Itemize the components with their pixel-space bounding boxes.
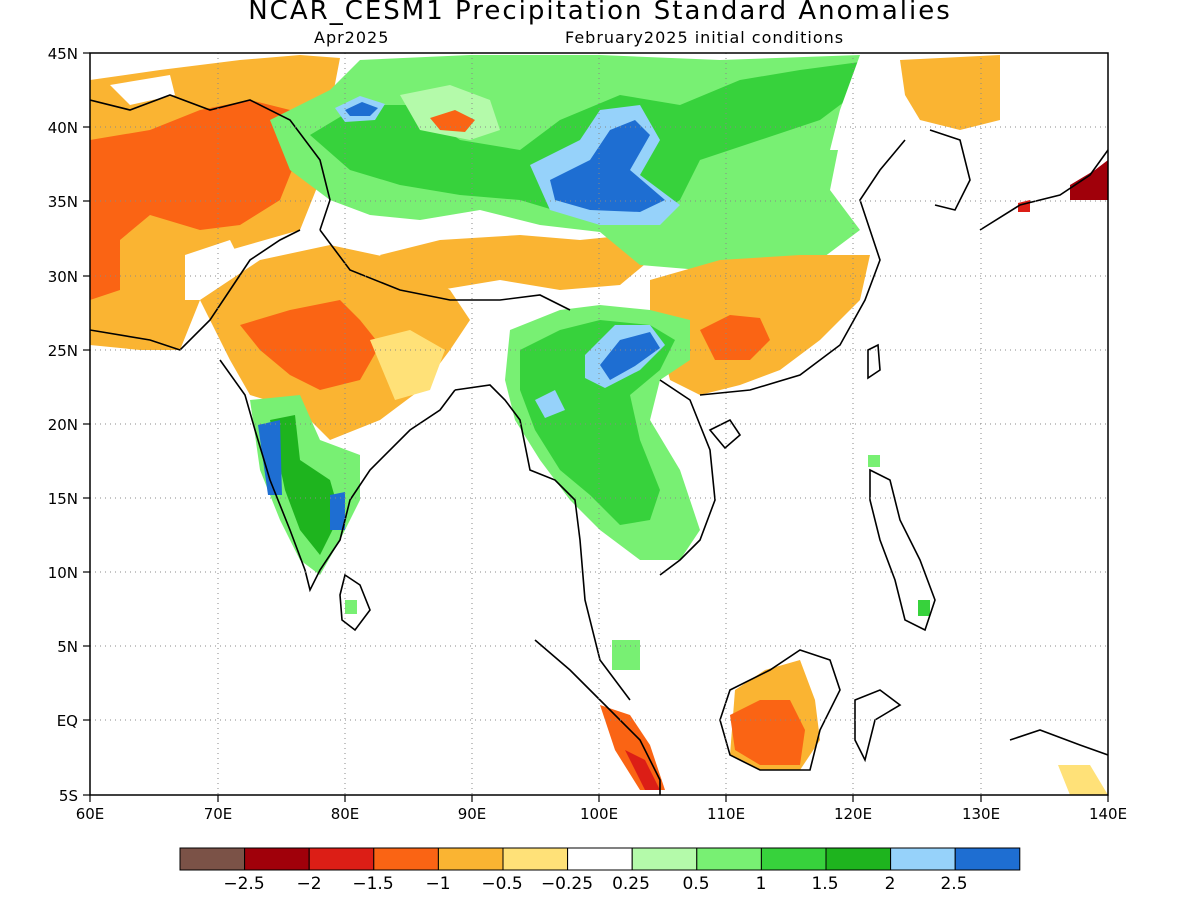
target-month-label: Apr2025 (314, 28, 390, 47)
coast-srilanka (339, 573, 371, 632)
coast-bay-bengal (454, 384, 631, 701)
region-sumatra-dry-core (625, 750, 660, 790)
colorbar-swatch (373, 847, 439, 871)
tick-marks (83, 52, 1109, 802)
colorbar-label: −0.5 (481, 874, 522, 894)
x-tick-label: 140E (1089, 805, 1127, 823)
colorbar-swatch (631, 847, 698, 871)
x-tick-label: 60E (76, 805, 105, 823)
y-tick-label: 45N (48, 45, 78, 63)
y-axis-labels: 45N 40N 35N 30N 25N 20N 15N 10N 5N EQ 5S (48, 45, 78, 805)
colorbar-swatch (825, 847, 892, 871)
y-tick-label: 20N (48, 416, 78, 434)
colorbar-label: 0.25 (612, 874, 650, 894)
region-mongolia-dry (430, 110, 475, 132)
region-south-india-wet-core (270, 415, 340, 555)
x-tick-label: 100E (580, 805, 618, 823)
colorbar-label: −2.5 (223, 874, 264, 894)
colorbar-swatch (308, 847, 375, 871)
y-tick-label: EQ (57, 712, 78, 730)
y-tick-label: 25N (48, 342, 78, 360)
colorbar-swatch (244, 847, 310, 871)
border-northwest (90, 94, 331, 231)
colorbar-swatch (954, 847, 1021, 871)
colorbar-swatch (179, 847, 246, 871)
coast-korea (929, 129, 971, 211)
coast-china (699, 139, 906, 396)
colorbar (179, 847, 1021, 871)
y-tick-label: 35N (48, 193, 78, 211)
init-conditions-label: February2025 initial conditions (565, 28, 845, 47)
y-tick-label: 10N (48, 564, 78, 582)
coast-hainan (708, 418, 742, 450)
colorbar-swatch (502, 847, 569, 871)
coast-newguinea (1009, 729, 1108, 756)
region-himalaya-dry (380, 235, 650, 290)
colorbar-label: 0.5 (682, 874, 709, 894)
patch-srilanka-wet (345, 600, 357, 614)
y-tick-label: 30N (48, 268, 78, 286)
colorbar-label: 2 (885, 874, 896, 894)
gridlines (90, 53, 1108, 795)
x-axis-labels: 60E 70E 80E 90E 100E 110E 120E 130E 140E (76, 805, 1127, 823)
region-yunnan-core (600, 332, 660, 380)
border-himalaya (319, 229, 571, 311)
region-kazakh-white (110, 75, 175, 105)
colorbar-swatch (567, 847, 633, 871)
colorbar-label: 1 (756, 874, 767, 894)
colorbar-swatch (696, 847, 762, 871)
region-south-india-blue-east (330, 492, 345, 530)
map-title: NCAR_CESM1 Precipitation Standard Anomal… (248, 0, 952, 26)
colorbar-label: −2 (296, 874, 321, 894)
anomaly-fields (90, 55, 1108, 795)
region-japan-dry (1070, 160, 1108, 200)
colorbar-swatch (760, 847, 827, 871)
region-south-china-dry-core (700, 315, 770, 360)
coast-japan (979, 149, 1108, 231)
coast-indochina (659, 379, 716, 576)
colorbar-label: 2.5 (940, 874, 967, 894)
coast-borneo (719, 649, 841, 771)
colorbar-label: 1.5 (811, 874, 838, 894)
x-tick-label: 80E (331, 805, 360, 823)
region-south-india-blue-west (258, 420, 282, 495)
x-tick-label: 130E (962, 805, 1000, 823)
region-borneo-dry-core (730, 700, 805, 765)
x-tick-label: 110E (707, 805, 745, 823)
colorbar-label: −1 (425, 874, 450, 894)
x-tick-label: 70E (204, 805, 233, 823)
patch-philippines-wet (868, 455, 880, 467)
x-tick-label: 120E (834, 805, 872, 823)
region-tibet-wet-core (550, 120, 665, 212)
patch-mindanao-wet (918, 600, 930, 616)
region-north-white (830, 55, 910, 150)
colorbar-labels: −2.5 −2 −1.5 −1 −0.5 −0.25 0.25 0.5 1 1.… (223, 874, 967, 894)
region-png-dry (1058, 765, 1108, 795)
y-tick-label: 5S (59, 787, 78, 805)
y-tick-label: 40N (48, 119, 78, 137)
coast-philippines (869, 468, 936, 632)
coast-taiwan (867, 343, 881, 380)
region-north-india-light (370, 330, 445, 400)
border-iran (90, 229, 301, 351)
coast-india (219, 359, 456, 593)
region-tianshan-core (345, 102, 378, 116)
region-myanmar-blue (535, 390, 565, 418)
region-central-asia-dry-core (90, 100, 300, 300)
colorbar-swatch (890, 847, 956, 871)
region-korea-dry (900, 55, 1000, 130)
region-north-india-dry-core (240, 300, 380, 390)
coastlines (90, 94, 1108, 795)
x-tick-label: 90E (458, 805, 487, 823)
y-tick-label: 15N (48, 490, 78, 508)
colorbar-label: −0.25 (541, 874, 593, 894)
y-tick-label: 5N (57, 638, 78, 656)
colorbar-swatch (437, 847, 504, 871)
patch-malaya-wet (612, 640, 640, 670)
colorbar-label: −1.5 (352, 874, 393, 894)
